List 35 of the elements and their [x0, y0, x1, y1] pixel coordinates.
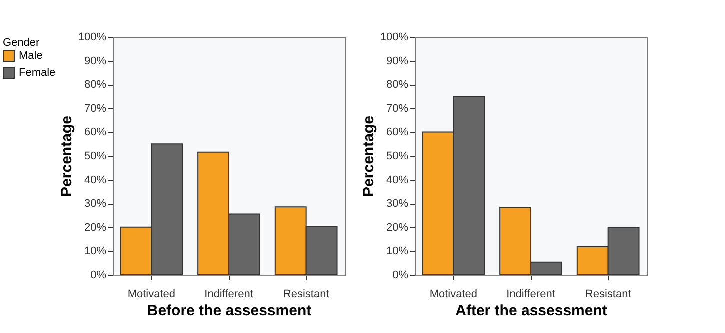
x-tick-label: Indifferent [506, 288, 556, 300]
y-tick-label: 70% [386, 102, 409, 115]
y-tick-label: 40% [386, 174, 409, 186]
y-tick-label: 30% [386, 198, 409, 210]
legend-label: Male [19, 50, 43, 62]
y-tick-label: 20% [386, 222, 409, 234]
y-tick-label: 90% [84, 55, 107, 68]
y-tick-label: 10% [84, 246, 107, 258]
y-tick-label: 60% [84, 126, 107, 139]
y-axis-title: Percentage [360, 116, 378, 197]
legend-label: Female [19, 67, 56, 79]
y-tick-label: 50% [386, 150, 409, 162]
y-tick-label: 80% [84, 79, 107, 92]
y-tick-label: 0% [392, 270, 409, 282]
x-tick-label: Resistant [283, 288, 330, 300]
x-tick-label: Motivated [430, 288, 478, 300]
x-tick-label: Resistant [585, 288, 632, 300]
y-tick-label: 40% [84, 174, 107, 186]
y-tick-label: 0% [90, 270, 107, 282]
y-tick-label: 90% [386, 55, 409, 68]
y-axis-title: Percentage [58, 116, 76, 197]
x-axis-title: After the assessment [456, 302, 608, 320]
y-tick-label: 100% [380, 32, 409, 44]
x-axis-title: Before the assessment [147, 302, 312, 320]
y-tick-label: 30% [84, 198, 107, 210]
y-tick-label: 80% [386, 79, 409, 92]
y-tick-label: 50% [84, 150, 107, 162]
legend-title: Gender [3, 37, 40, 49]
y-tick-label: 100% [78, 32, 107, 44]
y-tick-label: 10% [386, 246, 409, 258]
x-tick-label: Indifferent [204, 288, 254, 300]
y-tick-label: 20% [84, 222, 107, 234]
x-tick-label: Motivated [128, 288, 176, 300]
y-tick-label: 60% [386, 126, 409, 139]
y-tick-label: 70% [84, 102, 107, 115]
